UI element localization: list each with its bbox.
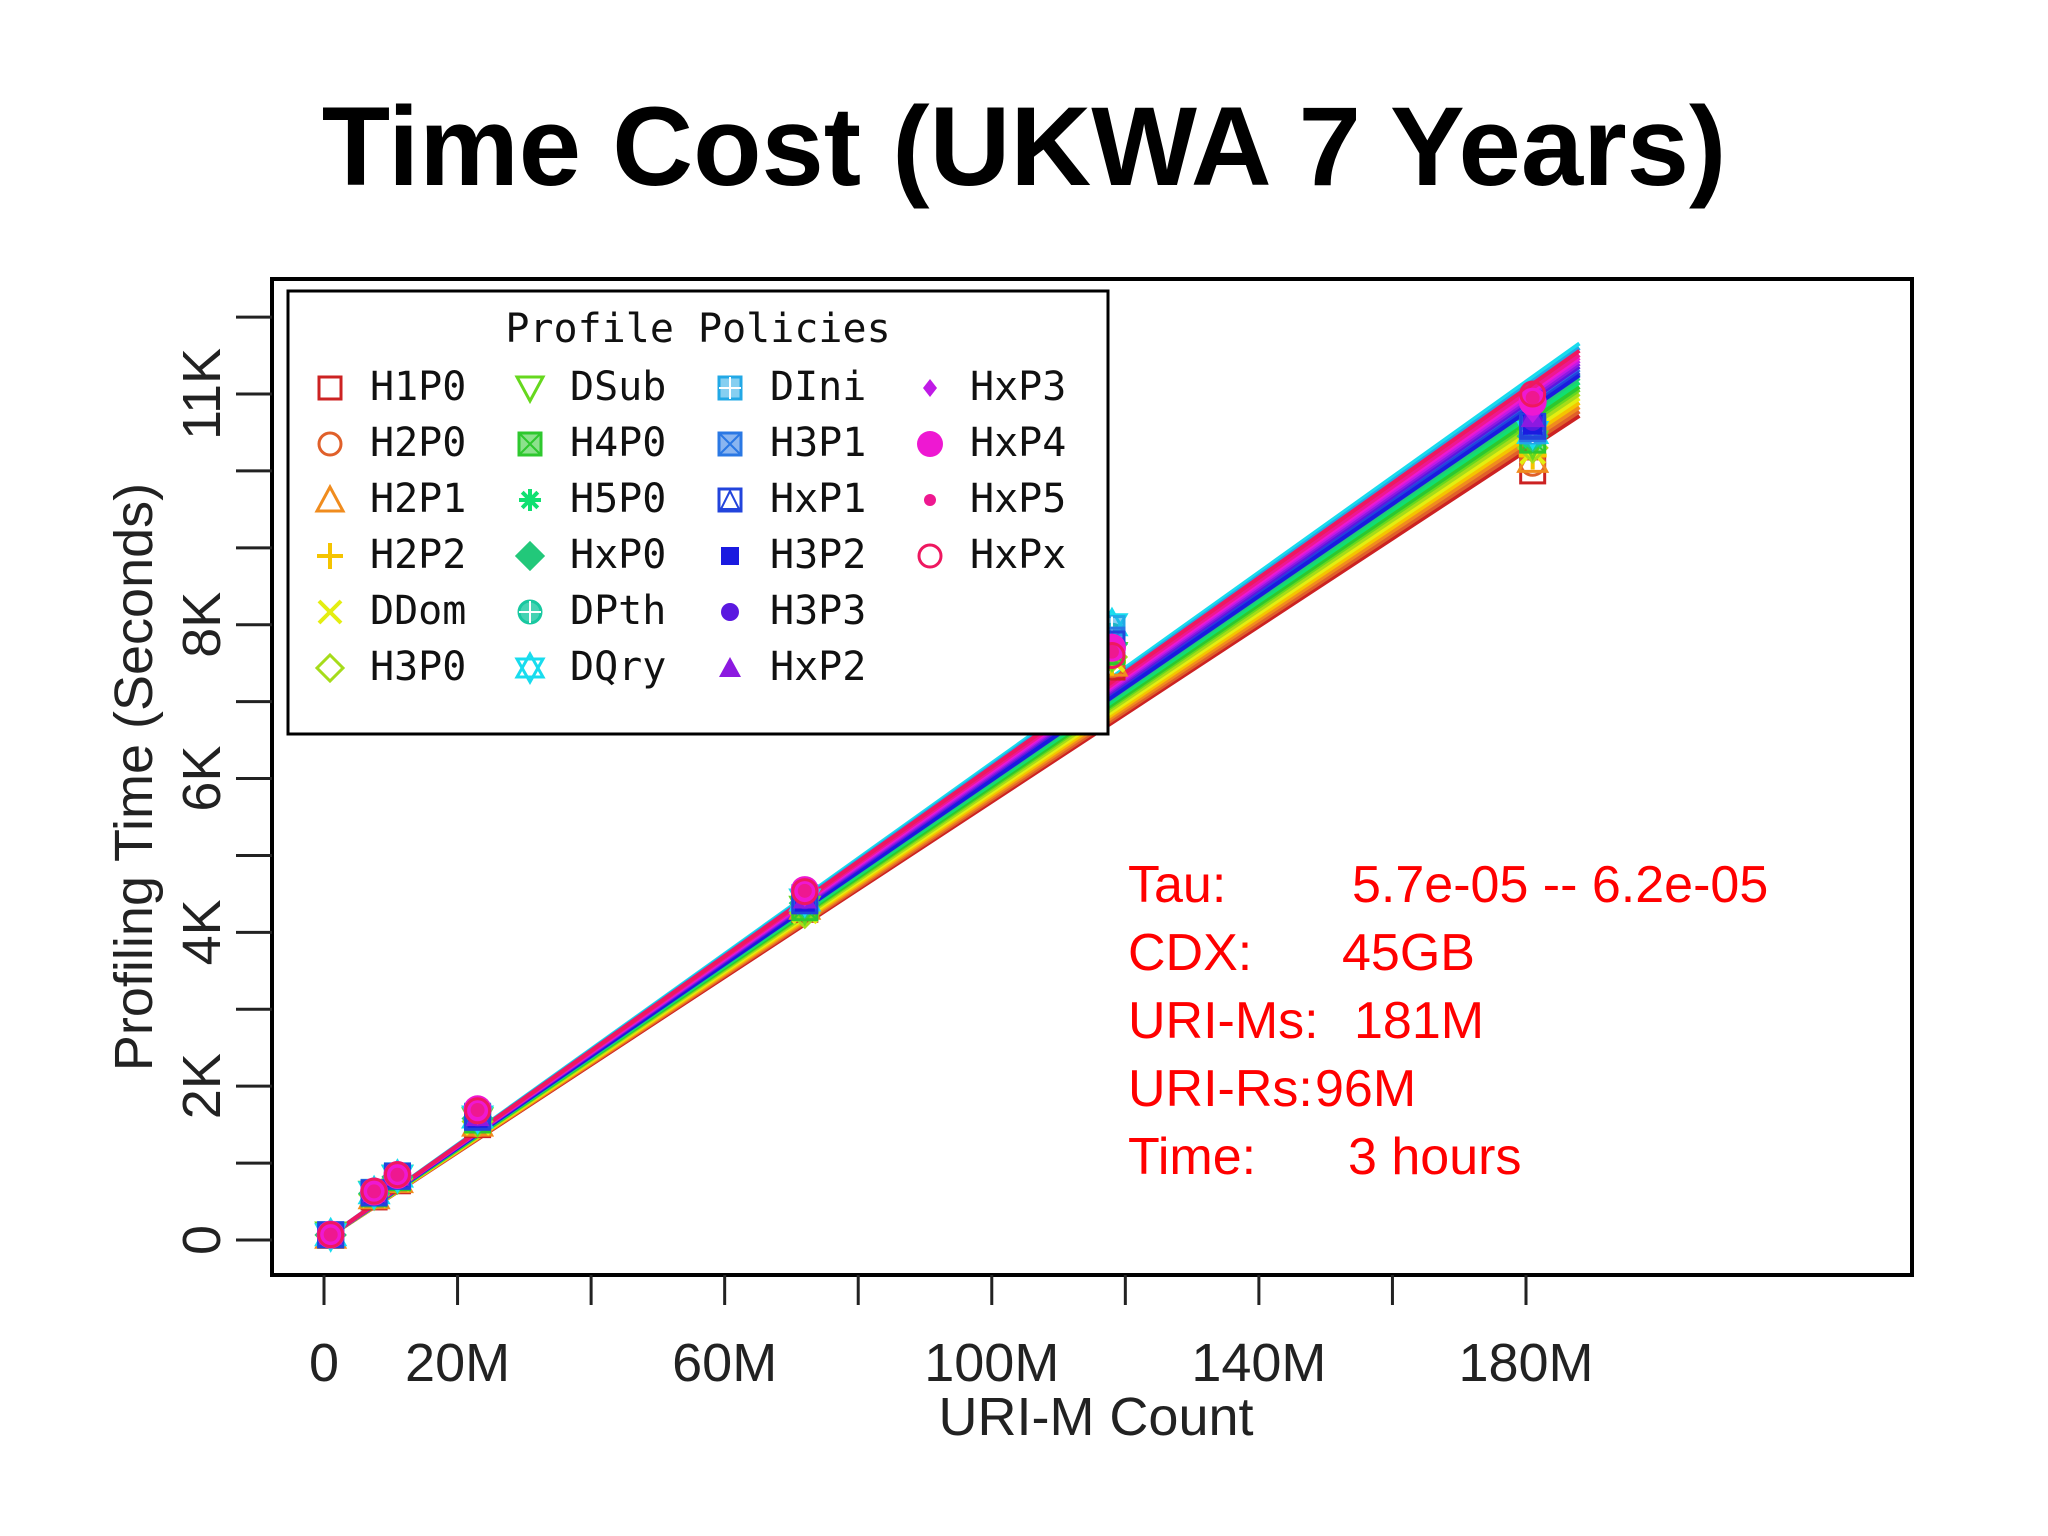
annotation-value: 3 hours (1348, 1128, 1521, 1186)
legend-marker-ddom (317, 599, 343, 625)
annotation-label: Tau: (1128, 856, 1226, 914)
legend-label-dini: DIni (770, 364, 866, 410)
annotation-label: URI-Rs: (1128, 1060, 1313, 1118)
legend-label-h1p0: H1P0 (370, 364, 466, 410)
x-tick-label: 20M (405, 1333, 510, 1393)
annotation-value: 45GB (1342, 924, 1475, 982)
legend-marker-h4p0 (517, 431, 543, 457)
legend-label-h3p0: H3P0 (370, 644, 466, 690)
slide-title: Time Cost (UKWA 7 Years) (321, 84, 1727, 209)
data-point-hxpx (383, 1161, 411, 1189)
legend-marker-hxp4 (917, 431, 943, 457)
data-point-hxp5 (390, 1167, 405, 1182)
legend-label-dpth: DPth (570, 588, 666, 634)
legend-marker-h2p2 (317, 543, 343, 569)
legend-label-h2p0: H2P0 (370, 420, 466, 466)
legend-marker-dqry (514, 650, 546, 686)
legend-marker-h5p0 (519, 489, 541, 511)
legend-title: Profile Policies (505, 306, 890, 352)
legend-label-ddom: DDom (370, 588, 466, 634)
fit-lines (329, 341, 1581, 1238)
legend-label-dsub: DSub (570, 364, 666, 410)
data-point-hxpx (360, 1177, 388, 1205)
legend-label-hxp5: HxP5 (970, 476, 1066, 522)
annotation-label: URI-Ms: (1128, 992, 1319, 1050)
legend-label-h2p2: H2P2 (370, 532, 466, 578)
y-tick-label: 6K (172, 746, 232, 812)
data-point-hxpx (1519, 380, 1547, 408)
y-tick-label: 2K (172, 1053, 232, 1119)
fit-line-hxpx (329, 349, 1581, 1237)
y-tick-label: 11K (172, 348, 232, 440)
legend-marker-hxp3 (923, 379, 937, 397)
data-point-hxp5 (367, 1184, 382, 1199)
data-point-hxpx (791, 878, 819, 906)
legend: Profile Policies H1P0 H2P0 H2P1 H2P2 DDom H3P… (286, 289, 1110, 736)
annotations: Tau: 5.7e-05 -- 6.2e-05 CDX: 45GB URI-Ms: 181… (1128, 856, 1768, 1186)
x-tick-label: 60M (672, 1333, 777, 1393)
legend-label-hxpx: HxPx (970, 532, 1066, 578)
legend-marker-hxp2 (719, 657, 741, 677)
legend-marker-dsub (514, 375, 546, 405)
legend-marker-h2p1 (314, 483, 346, 513)
annotation-value: 96M (1315, 1060, 1416, 1118)
legend-marker-h3p2 (721, 547, 739, 565)
annotation-value: 5.7e-05 -- 6.2e-05 (1352, 856, 1768, 914)
plot-frame (270, 277, 1914, 1277)
y-axis-title: Profiling Time (Seconds) (104, 483, 164, 1071)
y-tick-label: 8K (172, 592, 232, 658)
legend-label-hxp1: HxP1 (770, 476, 866, 522)
legend-marker-dpth (517, 599, 543, 625)
x-tick-label: 180M (1458, 1333, 1593, 1393)
annotation-value: 181M (1354, 992, 1484, 1050)
legend-label-dqry: DQry (570, 644, 666, 690)
x-axis-title: URI-M Count (938, 1387, 1253, 1447)
legend-label-hxp0: HxP0 (570, 532, 666, 578)
annotation-label: Time: (1128, 1128, 1256, 1186)
y-axis: 0 2K 4K 6K 8K 11K (172, 315, 272, 1255)
legend-label-h5p0: H5P0 (570, 476, 666, 522)
data-point-hxp5 (797, 883, 812, 898)
y-tick-label: 4K (172, 899, 232, 965)
x-axis: 0 20M 60M 100M 140M 180M (309, 1275, 1594, 1393)
data-point-hxpx (464, 1097, 492, 1125)
x-tick-label: 100M (924, 1333, 1059, 1393)
legend-label-h3p3: H3P3 (770, 588, 866, 634)
data-point-hxp5 (323, 1227, 338, 1242)
legend-marker-hxp0 (514, 540, 546, 572)
data-point-hxp5 (1525, 390, 1540, 405)
legend-marker-hxp1 (717, 487, 743, 513)
legend-marker-h2p0 (317, 431, 343, 457)
legend-label-hxp3: HxP3 (970, 364, 1066, 410)
y-tick-label: 0 (172, 1225, 232, 1255)
legend-marker-h1p0 (317, 375, 343, 401)
legend-marker-hxpx (917, 543, 943, 569)
legend-marker-h3p3 (721, 603, 739, 621)
legend-label-h2p1: H2P1 (370, 476, 466, 522)
legend-label-hxp4: HxP4 (970, 420, 1066, 466)
data-point-hxp5 (470, 1103, 485, 1118)
data-point-hxpx (317, 1221, 345, 1249)
annotation-label: CDX: (1128, 924, 1252, 982)
x-tick-label: 140M (1191, 1333, 1326, 1393)
legend-marker-hxp5 (924, 494, 936, 506)
legend-label-h4p0: H4P0 (570, 420, 666, 466)
legend-box (286, 289, 1110, 736)
legend-label-h3p2: H3P2 (770, 532, 866, 578)
legend-label-h3p1: H3P1 (770, 420, 866, 466)
legend-marker-h3p1 (717, 431, 743, 457)
legend-marker-h3p0 (314, 652, 346, 684)
legend-marker-dini (717, 375, 743, 401)
legend-label-hxp2: HxP2 (770, 644, 866, 690)
x-tick-label: 0 (309, 1333, 339, 1393)
